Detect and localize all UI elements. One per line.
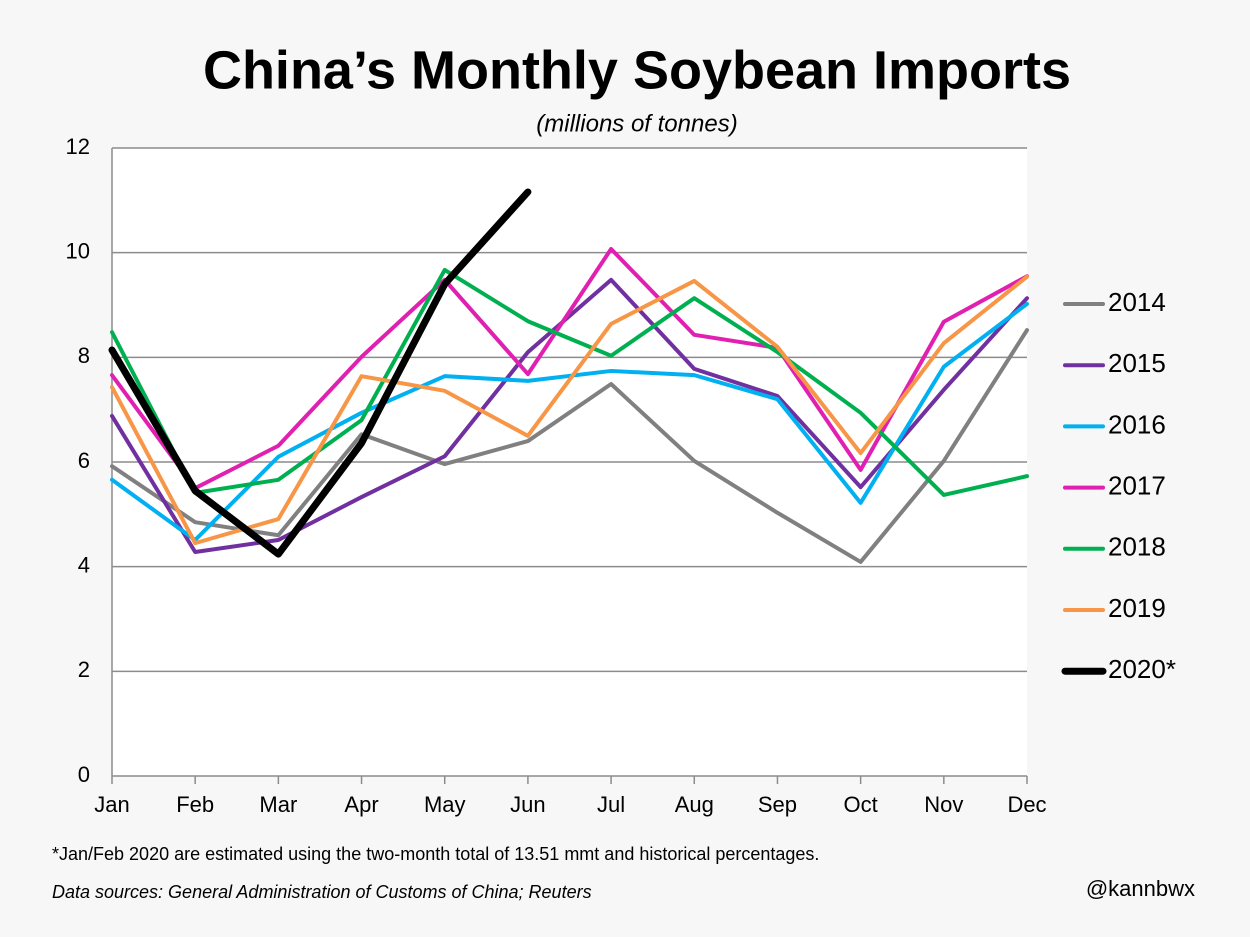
x-tick-label: May [424, 792, 466, 817]
x-tick-label: Feb [176, 792, 214, 817]
x-tick-label: Mar [259, 792, 297, 817]
x-tick-label: Dec [1007, 792, 1046, 817]
x-tick-label: Nov [924, 792, 963, 817]
y-tick-label: 12 [66, 134, 90, 159]
legend-label: 2018 [1108, 532, 1166, 562]
legend-label: 2017 [1108, 470, 1166, 500]
y-tick-label: 2 [78, 657, 90, 682]
y-tick-label: 10 [66, 238, 90, 263]
x-tick-label: Apr [344, 792, 378, 817]
x-tick-label: Aug [675, 792, 714, 817]
legend-label: 2020* [1108, 654, 1176, 684]
chart-subtitle: (millions of tonnes) [536, 110, 737, 137]
chart-title: China’s Monthly Soybean Imports [203, 40, 1071, 100]
legend-label: 2014 [1108, 287, 1166, 317]
x-tick-label: Jun [510, 792, 545, 817]
series-line [110, 274, 1029, 546]
y-tick-label: 0 [78, 762, 90, 787]
series-line [110, 301, 1029, 542]
series-line [110, 267, 1029, 497]
handle: @kannbwx [1086, 876, 1195, 901]
y-tick-label: 8 [78, 343, 90, 368]
y-tick-label: 4 [78, 552, 90, 577]
legend-label: 2016 [1108, 409, 1166, 439]
series-line [108, 188, 532, 558]
x-tick-label: Oct [844, 792, 878, 817]
x-tick-label: Jul [597, 792, 625, 817]
legend-label: 2019 [1108, 593, 1166, 623]
x-tick-label: Sep [758, 792, 797, 817]
source: Data sources: General Administration of … [52, 882, 592, 902]
legend-label: 2015 [1108, 348, 1166, 378]
y-tick-label: 6 [78, 448, 90, 473]
series-line [110, 247, 1029, 491]
footnote: *Jan/Feb 2020 are estimated using the tw… [52, 844, 819, 864]
series-line [110, 328, 1029, 564]
x-tick-label: Jan [94, 792, 129, 817]
